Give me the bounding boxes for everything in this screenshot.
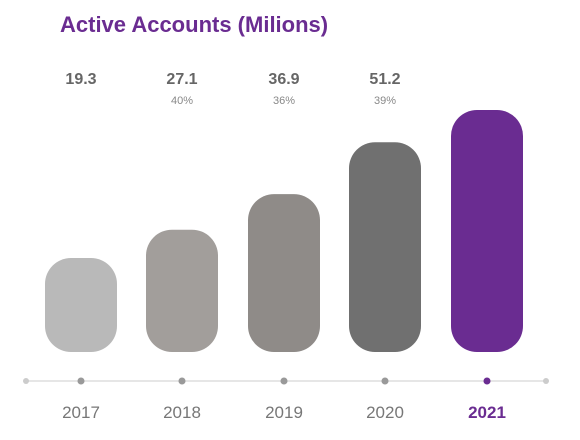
axis-dot-2018 <box>178 377 186 385</box>
growth-label-2020: 39% <box>374 95 396 107</box>
axis-end-dot-left <box>23 378 29 384</box>
axis-dot-2020 <box>381 377 389 385</box>
tick-label-2021: 2021 <box>468 403 506 422</box>
growth-label-2018: 40% <box>171 95 193 107</box>
axis-end-dot-right <box>543 378 549 384</box>
chart-title: Active Accounts (Milions) <box>60 12 329 37</box>
bar-2019 <box>248 194 320 352</box>
growth-label-2019: 36% <box>273 95 295 107</box>
bar-2020 <box>349 142 421 352</box>
tick-label-2018: 2018 <box>163 403 201 422</box>
bar-2018 <box>146 229 218 352</box>
axis-dot-2017 <box>77 377 85 385</box>
bar-2021 <box>451 110 523 352</box>
value-label-2020: 51.2 <box>369 71 400 88</box>
value-label-2017: 19.3 <box>65 71 96 88</box>
axis-dot-2019 <box>280 377 288 385</box>
tick-label-2017: 2017 <box>62 403 100 422</box>
tick-label-2019: 2019 <box>265 403 303 422</box>
value-label-2021: 60.1 <box>471 72 502 89</box>
value-label-2019: 36.9 <box>268 71 299 88</box>
tick-label-2020: 2020 <box>366 403 404 422</box>
axis-dot-2021 <box>483 377 491 385</box>
growth-label-2021: 17% <box>476 95 498 107</box>
value-label-2018: 27.1 <box>166 71 197 88</box>
bar-2017 <box>45 258 117 352</box>
